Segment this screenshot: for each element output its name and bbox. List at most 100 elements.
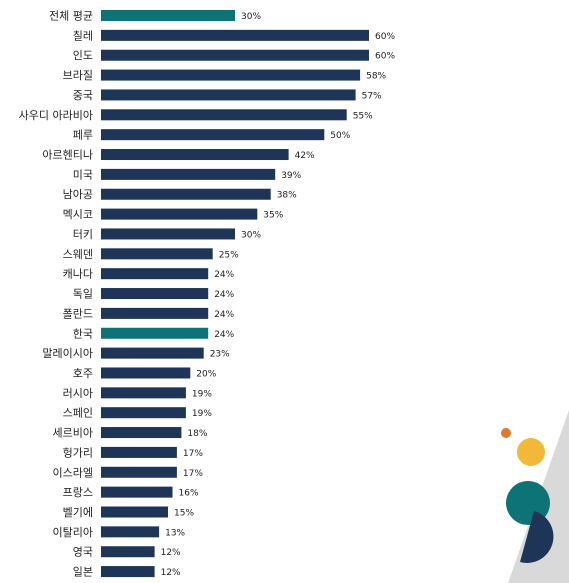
bar-row: 프랑스 16% (63, 486, 199, 499)
category-label: 아르헨티나 (42, 149, 93, 162)
bar (101, 109, 347, 121)
category-label: 러시아 (63, 387, 93, 400)
value-label: 17% (183, 469, 203, 479)
bar (101, 89, 356, 101)
category-label: 터키 (73, 228, 93, 241)
value-label: 24% (214, 290, 234, 300)
bar-row: 멕시코 35% (63, 208, 284, 221)
bar (101, 446, 177, 458)
bar-row: 미국 39% (73, 168, 302, 181)
value-label: 38% (277, 191, 297, 201)
bar (101, 407, 186, 419)
value-label: 25% (219, 250, 239, 260)
category-label: 브라질 (63, 69, 93, 82)
category-label: 독일 (73, 287, 93, 301)
bar-row: 영국 12% (73, 546, 181, 559)
bar-row: 페루 50% (73, 129, 351, 142)
value-label: 60% (375, 32, 395, 42)
bar (101, 387, 186, 399)
bar (101, 228, 235, 240)
bar-row: 러시아 19% (63, 387, 213, 400)
category-label: 페루 (73, 129, 93, 142)
category-label: 이스라엘 (53, 466, 93, 479)
category-label: 칠레 (73, 29, 93, 42)
bar (101, 327, 209, 339)
value-label: 30% (241, 230, 261, 240)
bar (101, 427, 182, 439)
bar-row: 브라질 58% (63, 69, 387, 82)
value-label: 42% (295, 151, 315, 161)
bar-row: 폴란드 24% (63, 307, 235, 320)
category-label: 사우디 아라비아 (19, 109, 93, 122)
bar (101, 149, 289, 161)
bar-row: 세르비아 18% (53, 427, 208, 440)
value-label: 35% (263, 211, 283, 221)
value-label: 30% (241, 12, 261, 22)
bar-row: 이스라엘 17% (53, 466, 204, 479)
category-label: 남아공 (63, 188, 93, 201)
bar (101, 29, 369, 41)
bar-row: 남아공 38% (63, 188, 298, 201)
value-label: 12% (161, 548, 181, 558)
bar-row: 스웨덴 25% (63, 248, 240, 261)
bar (101, 566, 155, 578)
value-label: 20% (196, 369, 216, 379)
category-label: 이탈리아 (53, 526, 93, 539)
bar (101, 129, 325, 141)
value-label: 16% (179, 489, 199, 499)
value-label: 12% (161, 568, 181, 578)
category-label: 호주 (73, 367, 93, 380)
decorative-shapes (501, 410, 569, 583)
category-label: 일본 (73, 565, 93, 579)
category-label: 멕시코 (63, 208, 93, 221)
bar-row: 전체 평균 30% (49, 10, 261, 23)
bar (101, 208, 258, 220)
value-label: 13% (165, 528, 185, 538)
value-label: 50% (330, 131, 350, 141)
bar (101, 10, 235, 21)
bar-row: 헝가리 17% (63, 446, 204, 459)
category-label: 폴란드 (63, 307, 93, 320)
value-label: 57% (362, 91, 382, 101)
bar-row: 캐나다 24% (63, 268, 235, 281)
bar-row: 칠레 60% (73, 29, 396, 42)
bar (101, 367, 191, 379)
bar-row: 스페인 19% (63, 407, 213, 420)
bar-row: 터키 30% (73, 228, 262, 241)
value-label: 39% (281, 171, 301, 181)
bar (101, 526, 160, 538)
category-label: 벨기에 (63, 506, 93, 519)
navy-semicircle-shape (520, 511, 554, 563)
orange-dot-shape (501, 428, 511, 438)
category-label: 헝가리 (63, 446, 93, 459)
category-label: 전체 평균 (49, 10, 93, 23)
bar (101, 486, 173, 498)
value-label: 18% (187, 429, 207, 439)
bar (101, 168, 276, 180)
bar-row: 호주 20% (73, 367, 217, 380)
bar (101, 268, 209, 280)
value-label: 55% (353, 111, 373, 121)
bar-row: 벨기에 15% (63, 506, 195, 519)
value-label: 24% (214, 270, 234, 280)
bar (101, 288, 209, 300)
category-label: 중국 (73, 89, 93, 102)
bar (101, 188, 271, 200)
bar (101, 49, 369, 61)
value-label: 19% (192, 409, 212, 419)
value-label: 24% (214, 310, 234, 320)
bar-row: 일본 12% (73, 565, 181, 579)
bar (101, 307, 209, 319)
bar-row: 한국 24% (73, 327, 235, 340)
bar-row: 독일 24% (73, 287, 235, 301)
value-label: 58% (366, 72, 386, 82)
value-label: 17% (183, 449, 203, 459)
bar-row: 사우디 아라비아 55% (19, 109, 373, 122)
bar-row: 말레이시아 23% (42, 347, 230, 360)
value-label: 60% (375, 52, 395, 62)
bar-row: 인도 60% (73, 49, 396, 62)
bar (101, 248, 213, 260)
category-label: 프랑스 (63, 486, 93, 499)
category-label: 스페인 (63, 407, 93, 420)
